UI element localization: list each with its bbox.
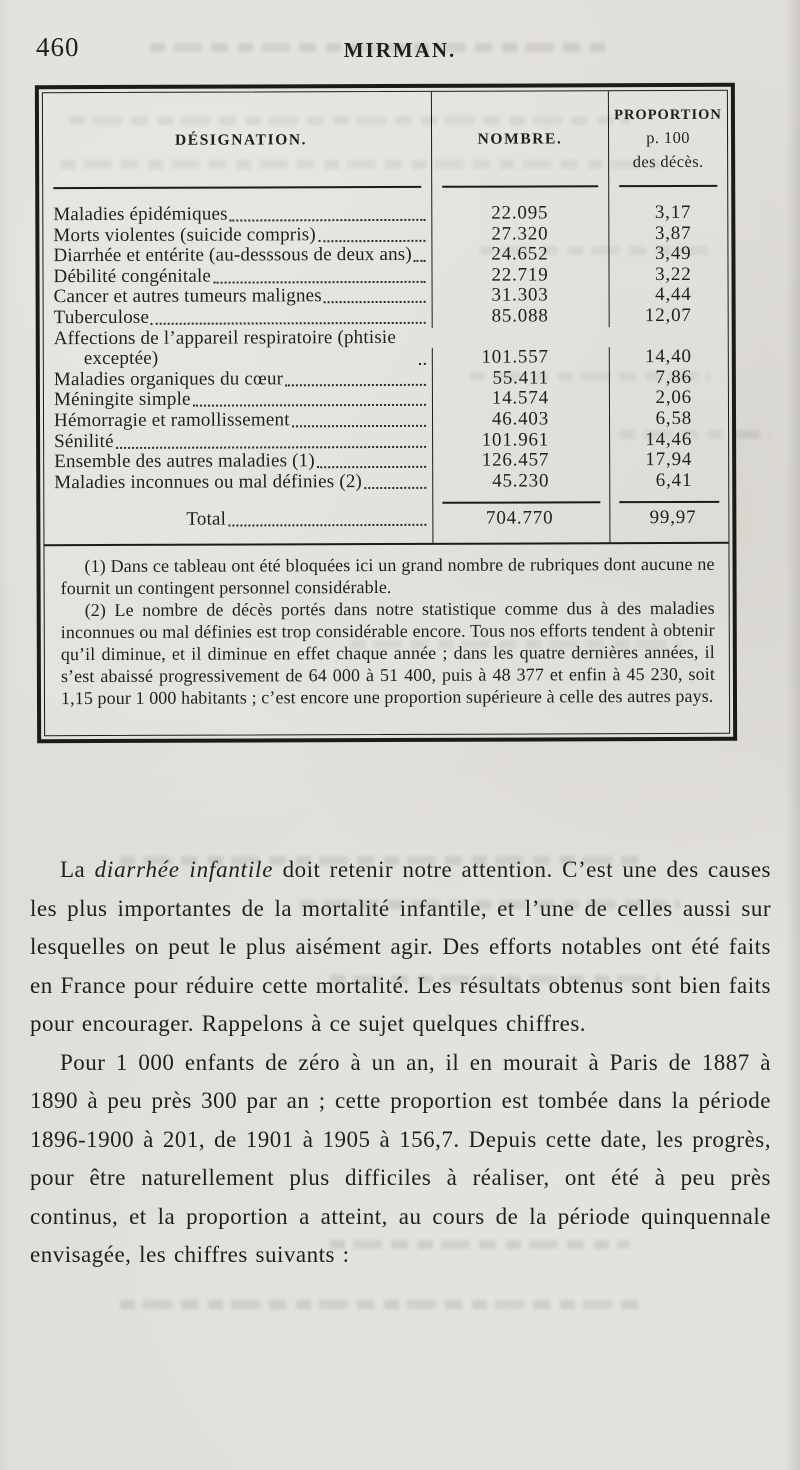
proportion-value: 12,07 [608, 305, 728, 327]
body-text: La diarrhée infantile doit retenir notre… [30, 851, 771, 1275]
leader-dots [228, 524, 427, 527]
table-inner-frame: DÉSIGNATION. NOMBRE. PROPORTION p. 100 d… [41, 89, 731, 736]
table-row: Sénilité 101.961 14,46 [44, 428, 729, 452]
total-label: Total [186, 508, 227, 530]
table-row: Maladies inconnues ou mal définies (2) 4… [44, 470, 729, 499]
nombre-value: 24.652 [431, 244, 609, 266]
nombre-value: 22.095 [431, 187, 609, 225]
table-body: Maladies épidémiques 22.095 3,17 Morts v… [43, 186, 729, 499]
total-row: Total 704.770 99,97 [44, 496, 729, 544]
proportion-value: 2,06 [608, 387, 728, 410]
leader-dots [285, 383, 426, 387]
leader-dots [229, 218, 426, 222]
col-header-designation: DÉSIGNATION. [43, 92, 431, 189]
row-label: Affections de l’appareil respiratoire (p… [53, 326, 397, 370]
leader-dots [413, 260, 426, 263]
page-number: 460 [36, 32, 80, 62]
nombre-value: 126.457 [432, 450, 610, 472]
row-label: Ensemble des autres maladies (1) [54, 450, 315, 473]
proportion-value: 6,41 [609, 470, 729, 497]
row-label: Maladies épidémiques [53, 203, 228, 226]
proportion-value: 4,44 [608, 284, 728, 307]
table-row: Diarrhée et entérite (au-desssous de deu… [43, 243, 728, 267]
proportion-value: 3,87 [608, 223, 728, 245]
statistics-table: DÉSIGNATION. NOMBRE. PROPORTION p. 100 d… [34, 82, 738, 743]
footnote-2: (2) Le nombre de décès portés dans notre… [60, 597, 715, 708]
paragraph-1: La diarrhée infantile doit retenir notre… [30, 857, 771, 1036]
footnote-1: (1) Dans ce tableau ont été bloquées ici… [60, 553, 715, 598]
row-label: Diarrhée et entérite (au-desssous de deu… [53, 244, 412, 267]
bleedthrough-artifact [120, 1300, 640, 1309]
leader-dots [323, 301, 426, 304]
nombre-value: 101.557 [431, 347, 609, 369]
proportion-value: 7,86 [608, 367, 728, 389]
nombre-value: 22.719 [431, 264, 609, 287]
nombre-value: 46.403 [431, 408, 610, 431]
leader-dots [192, 404, 426, 408]
proportion-value: 14,40 [608, 346, 728, 368]
nombre-value: 31.303 [431, 285, 609, 307]
leader-dots [151, 321, 426, 325]
table-header-row: DÉSIGNATION. NOMBRE. PROPORTION p. 100 d… [43, 90, 728, 189]
row-label: Hémorragie et ramollissement [53, 409, 290, 432]
table-row: Méningite simple 14.574 2,06 [44, 387, 728, 411]
proportion-value: 3,17 [608, 186, 728, 224]
running-title: MIRMAN. [343, 38, 457, 62]
nombre-value: 101.961 [432, 429, 610, 451]
table-row: Morts violentes (suicide compris) 27.320… [43, 223, 728, 246]
total-rule [619, 501, 720, 504]
table-row: Débilité congénitale 22.719 3,22 [43, 264, 728, 288]
nombre-value: 55.411 [431, 367, 609, 390]
row-label: Maladies inconnues ou mal définies (2) [54, 470, 363, 493]
table-row: Cancer et autres tumeurs malignes 31.303… [44, 284, 728, 308]
total-rule [442, 501, 601, 504]
row-label: Sénilité [54, 430, 114, 452]
total-proportion-value: 99,97 [649, 507, 697, 529]
leader-dots [213, 280, 426, 284]
leader-dots [317, 239, 426, 242]
table-row: Affections de l’appareil respiratoire (p… [44, 326, 728, 370]
leader-dots [364, 486, 427, 489]
row-label: Débilité congénitale [53, 265, 212, 287]
leader-dots [419, 363, 426, 366]
table-row: Tuberculose 85.088 12,07 [44, 305, 728, 329]
nombre-value: 27.320 [431, 223, 609, 246]
row-label: Cancer et autres tumeurs malignes [53, 285, 322, 308]
row-label: Tuberculose [53, 306, 150, 329]
nombre-value: 45.230 [432, 470, 610, 498]
proportion-value: 3,49 [608, 243, 728, 266]
nombre-value: 85.088 [431, 305, 609, 328]
leader-dots [115, 445, 427, 449]
proportion-value: 14,46 [609, 428, 729, 451]
paragraph-2: Pour 1 000 enfants de zéro à un an, il e… [30, 1049, 771, 1268]
proportion-value: 3,22 [608, 264, 728, 286]
nombre-value: 14.574 [431, 388, 609, 410]
table-row: Maladies organiques du cœur 55.411 7,86 [44, 367, 728, 391]
table-footnotes: (1) Dans ce tableau ont été bloquées ici… [44, 544, 729, 735]
col-header-nombre: NOMBRE. [430, 91, 609, 188]
row-label: Méningite simple [53, 389, 191, 411]
table-row: Ensemble des autres maladies (1) 126.457… [44, 449, 729, 473]
total-nombre-value: 704.770 [485, 507, 554, 529]
row-label: Morts violentes (suicide compris) [53, 223, 316, 246]
table-row: Maladies épidémiques 22.095 3,17 [43, 186, 728, 226]
leader-dots [316, 466, 427, 469]
row-label: Maladies organiques du cœur [53, 368, 284, 390]
proportion-value: 17,94 [609, 449, 729, 471]
leader-dots [291, 424, 427, 428]
proportion-value: 6,58 [608, 408, 729, 430]
table-row: Hémorragie et ramollissement 46.403 6,58 [44, 408, 729, 432]
italic-term: diarrhée infantile [94, 857, 274, 882]
col-header-proportion: PROPORTION p. 100 des décès. [607, 90, 728, 188]
